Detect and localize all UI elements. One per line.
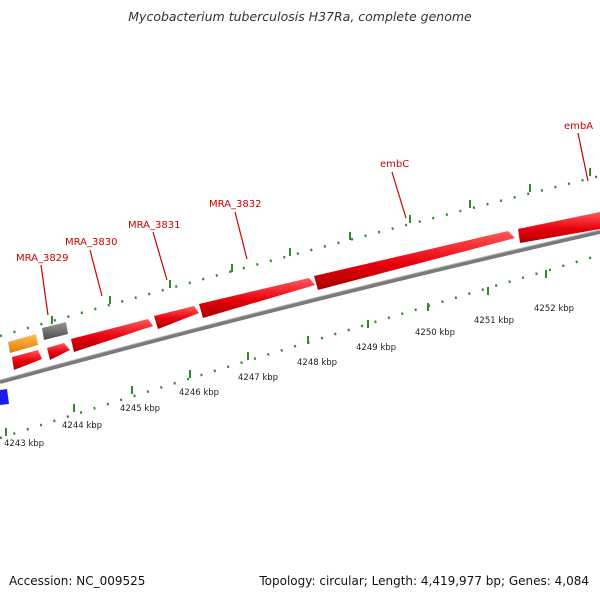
tick-label: 4248 kbp bbox=[297, 358, 337, 368]
tick-label: 4250 kbp bbox=[415, 328, 455, 338]
tick-label: 4245 kbp bbox=[120, 404, 160, 414]
gene-label: MRA_3830 bbox=[65, 237, 117, 248]
gene-arrow[interactable] bbox=[42, 322, 68, 340]
gene-arrow[interactable] bbox=[314, 231, 515, 290]
tick-label: 4244 kbp bbox=[62, 421, 102, 431]
map-title: Mycobacterium tuberculosis H37Ra, comple… bbox=[128, 9, 472, 24]
tick-label: 4247 kbp bbox=[238, 373, 278, 383]
inner-major-ticks bbox=[5, 270, 547, 436]
label-leaders bbox=[40, 132, 589, 316]
gene-arrow[interactable] bbox=[12, 350, 42, 370]
tick-label: 4251 kbp bbox=[474, 316, 514, 326]
gene-arrow[interactable] bbox=[71, 319, 153, 352]
tick-label: 4246 kbp bbox=[179, 388, 219, 398]
gene-arrow[interactable] bbox=[199, 278, 315, 318]
outer-tick-row bbox=[0, 174, 600, 338]
tick-labels: 4243 kbp 4244 kbp 4245 kbp 4246 kbp 4247… bbox=[4, 304, 574, 449]
gene-arrow[interactable] bbox=[8, 334, 38, 353]
gene-arrow[interactable] bbox=[518, 212, 600, 243]
gene-arrow[interactable] bbox=[0, 389, 9, 405]
gene-label: MRA_3832 bbox=[209, 199, 261, 210]
gene-arrow[interactable] bbox=[47, 343, 70, 360]
genome-summary: Topology: circular; Length: 4,419,977 bp… bbox=[259, 574, 589, 588]
gene-label: MRA_3831 bbox=[128, 220, 180, 231]
gene-arrow[interactable] bbox=[154, 306, 199, 329]
gene-label: embA bbox=[564, 121, 593, 132]
features bbox=[0, 212, 600, 405]
tick-label: 4252 kbp bbox=[534, 304, 574, 314]
outer-major-ticks bbox=[51, 168, 591, 324]
tick-label: 4243 kbp bbox=[4, 439, 44, 449]
tick-label: 4249 kbp bbox=[356, 343, 396, 353]
gene-labels: MRA_3829 MRA_3830 MRA_3831 MRA_3832 embC… bbox=[16, 121, 593, 264]
gene-label: MRA_3829 bbox=[16, 253, 68, 264]
accession-label: Accession: NC_009525 bbox=[9, 574, 146, 588]
gene-label: embC bbox=[380, 159, 409, 170]
genome-backbone bbox=[0, 230, 600, 384]
